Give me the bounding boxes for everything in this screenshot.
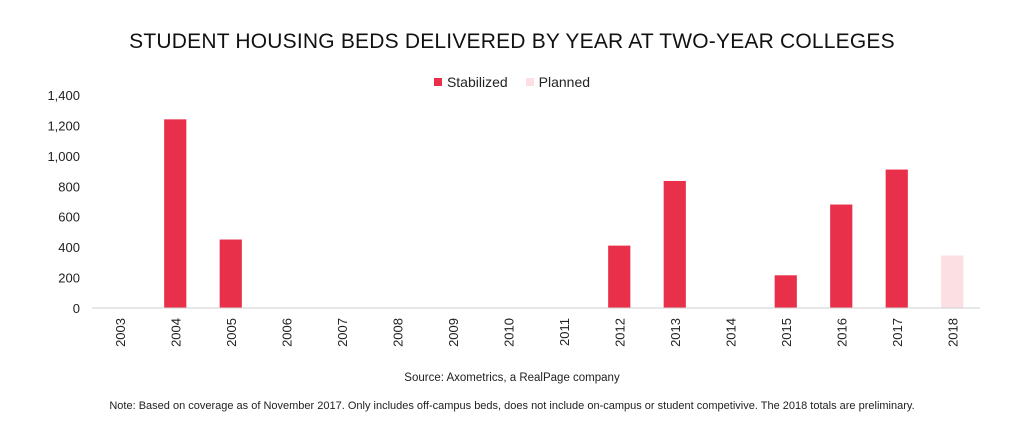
- bar-stabilized-2012: [608, 245, 631, 308]
- x-tick-label: 2008: [390, 318, 405, 347]
- legend-swatch-planned: [525, 78, 534, 86]
- y-tick-label: 600: [58, 210, 80, 225]
- x-tick-label: 2003: [113, 318, 128, 347]
- x-tick-label: 2009: [446, 318, 461, 347]
- x-tick-label: 2004: [168, 318, 183, 347]
- bars-group: [164, 119, 964, 308]
- x-tick-label: 2010: [501, 318, 516, 347]
- bar-stabilized-2016: [830, 204, 853, 308]
- x-tick-label: 2012: [612, 318, 627, 347]
- y-tick-label: 400: [58, 240, 80, 255]
- chart-title: STUDENT HOUSING BEDS DELIVERED BY YEAR A…: [129, 30, 895, 53]
- bar-stabilized-2017: [885, 169, 908, 308]
- y-tick-label: 1,000: [47, 149, 80, 164]
- x-axis: 2003 2004 2005 2006 2007 2008 2009 2010 2011 2012…: [113, 318, 961, 347]
- y-tick-label: 1,200: [47, 118, 80, 133]
- x-tick-label: 2015: [779, 318, 794, 347]
- x-tick-label: 2014: [723, 318, 738, 347]
- legend-label-planned: Planned: [538, 74, 591, 90]
- x-tick-label: 2016: [834, 318, 849, 347]
- bar-stabilized-2004: [164, 119, 187, 308]
- bar-stabilized-2015: [774, 275, 797, 308]
- source-text: Source: Axometrics, a RealPage company: [404, 372, 620, 384]
- chart-legend: Stabilized Planned: [0, 74, 1024, 90]
- note-text: Note: Based on coverage as of November 2…: [109, 400, 915, 412]
- bar-stabilized-2005: [219, 239, 242, 308]
- bar-planned-2018: [941, 255, 964, 308]
- legend-item-stabilized: Stabilized: [433, 74, 508, 90]
- x-tick-label: 2005: [224, 318, 239, 347]
- x-tick-label: 2017: [890, 318, 905, 347]
- x-tick-label: 2011: [557, 318, 572, 346]
- y-axis: 0 200 400 600 800 1,000 1,200 1,400: [47, 88, 80, 316]
- x-tick-label: 2007: [335, 318, 350, 347]
- x-tick-label: 2013: [668, 318, 683, 347]
- y-tick-label: 0: [73, 301, 80, 316]
- y-tick-label: 200: [58, 271, 80, 286]
- y-tick-label: 1,400: [47, 88, 80, 103]
- x-tick-label: 2006: [279, 318, 294, 347]
- bar-stabilized-2013: [663, 180, 686, 308]
- legend-swatch-stabilized: [433, 78, 442, 86]
- y-tick-label: 800: [58, 179, 80, 194]
- legend-label-stabilized: Stabilized: [446, 74, 508, 90]
- x-tick-label: 2018: [945, 318, 960, 347]
- legend-item-planned: Planned: [525, 74, 591, 90]
